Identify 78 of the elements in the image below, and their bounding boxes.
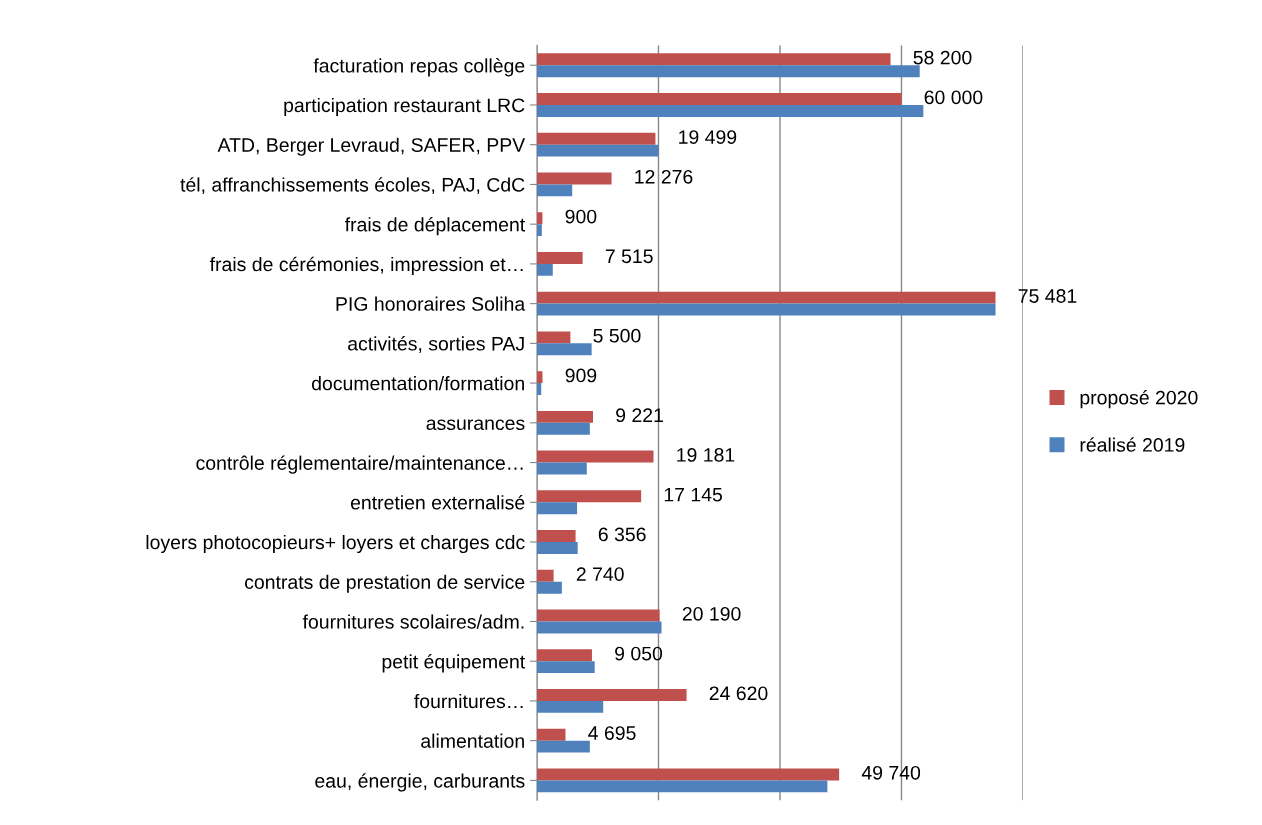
bar [536,184,573,197]
data-label: 5 500 [593,328,641,343]
bar [536,609,660,622]
data-label: 2 740 [576,567,624,581]
bar [536,490,642,503]
y-tick-label: PIG honoraires Soliha [336,296,526,311]
data-label: 9 050 [615,646,663,661]
data-label: 9 221 [616,408,663,423]
y-tick-label: contrats de prestation de service [245,574,525,593]
bar [536,462,587,475]
bar [536,410,593,423]
bar [536,104,924,117]
bar [536,689,687,701]
bar [536,93,902,105]
bar [536,569,554,582]
data-label: 19 499 [679,130,737,144]
y-tick-label: frais de déplacement [344,217,526,236]
data-label: 6 356 [598,527,646,542]
bar [536,331,571,344]
y-tick-label: facturation repas collège [313,58,525,77]
y-tick-label: participation restaurant LRC [284,97,525,117]
data-label: 12 276 [635,169,693,184]
data-label: 24 620 [709,686,768,701]
y-tick-label: fournitures… [414,693,523,709]
bar [536,65,920,78]
legend-label: proposé 2020 [1080,389,1198,409]
y-tick-label: frais de cérémonies, impression et… [209,256,523,276]
data-label: 75 481 [1018,289,1077,303]
y-tick-label: alimentation [421,733,524,748]
y-tick-label: fournitures scolaires/adm. [302,614,524,629]
bar [536,224,542,237]
data-label: 19 181 [677,448,735,462]
bar [536,728,566,741]
bar [536,780,828,793]
bar [536,450,654,463]
y-tick-label: documentation/formation [312,376,524,391]
data-label: 49 740 [861,765,921,780]
data-label: 20 190 [682,606,741,621]
bar [536,371,543,384]
bar [536,53,891,66]
bar [536,621,662,634]
bar [536,251,583,264]
bar [536,263,553,276]
bar [536,132,656,145]
y-tick-label: ATD, Berger Levraud, SAFER, PPV [217,137,526,156]
y-tick-label: loyers photocopieurs+ loyers et charges cdc [146,534,525,554]
bar [536,383,542,395]
bar [536,144,659,157]
data-label: 17 145 [664,487,723,502]
y-tick-label: activités, sorties PAJ [348,336,524,353]
bar [536,649,592,662]
data-label: 60 000 [924,90,983,105]
y-tick-label: assurances [426,419,525,431]
legend-label: réalisé 2019 [1080,437,1185,452]
bar [536,542,578,554]
bar [536,581,562,594]
y-tick-label: eau, énergie, carburants [315,773,525,792]
bar [536,740,590,753]
data-label: 58 200 [913,50,972,65]
y-tick-label: tél, affranchissements écoles, PAJ, CdC [180,177,525,194]
bar [536,502,578,515]
data-label: 900 [565,209,597,224]
data-label: 4 695 [588,726,636,740]
y-tick-label: contrôle réglementaire/maintenance… [196,455,523,474]
bar [536,700,604,713]
bar [536,212,543,225]
bar [536,172,612,185]
data-label: 7 515 [605,249,653,264]
bar [536,768,840,781]
data-label: 909 [565,368,597,383]
bar [536,303,996,316]
bar [536,530,576,542]
bar [536,422,590,435]
bar [536,661,595,674]
bar [536,291,996,304]
y-tick-label: entretien externalisé [350,495,525,510]
y-tick-label: petit équipement [382,654,526,673]
bar [536,343,592,356]
